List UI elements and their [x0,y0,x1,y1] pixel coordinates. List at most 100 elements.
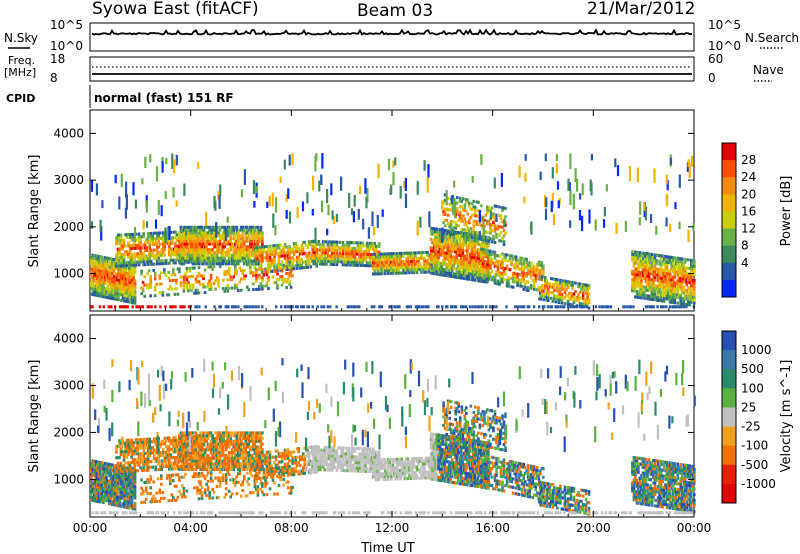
range-time-cell [487,260,491,264]
range-time-cell [643,285,646,289]
range-time-cell [267,275,270,279]
range-time-cell [270,261,273,265]
range-time-cell [283,254,287,258]
range-time-cell [252,259,255,263]
range-time-cell [115,295,119,299]
range-time-cell [246,237,249,240]
range-time-cell [200,225,204,229]
range-time-cell [366,187,369,203]
range-time-cell [656,287,660,291]
range-time-cell [96,293,99,297]
range-time-cell [545,281,549,285]
range-time-cell [650,297,654,301]
range-time-cell [483,259,486,263]
range-time-cell [556,281,559,284]
range-time-cell [241,237,245,240]
range-time-cell [467,277,471,281]
range-time-cell [450,235,454,239]
range-time-cell [377,258,381,262]
range-time-cell [100,497,104,501]
range-time-cell [311,248,315,252]
range-time-cell [227,259,231,263]
range-time-cell [356,241,360,245]
range-time-cell [679,271,682,275]
range-time-cell [328,246,331,249]
range-time-cell [178,237,181,240]
range-time-cell [109,285,113,289]
range-time-cell [438,239,442,243]
range-time-cell [480,247,483,251]
range-time-cell [501,237,504,241]
range-time-cell [171,305,175,309]
range-time-cell [455,224,459,228]
range-time-cell [394,268,398,272]
range-time-cell [154,240,157,244]
range-time-cell [652,289,655,293]
range-time-cell [232,245,235,249]
range-time-cell [483,254,486,257]
range-time-cell [340,246,343,250]
range-time-cell [586,295,589,299]
range-time-cell [376,269,379,273]
range-time-cell [435,236,439,240]
range-time-cell [476,273,480,277]
range-time-cell [665,294,669,298]
range-time-cell [682,274,685,278]
range-time-cell [544,284,547,288]
range-time-cell [163,259,167,263]
range-time-cell [97,477,101,481]
range-time-cell [481,270,485,274]
range-time-cell [118,281,122,285]
range-time-cell [97,263,101,267]
range-time-cell [352,263,355,267]
range-time-cell [668,297,672,301]
range-time-cell [179,239,183,243]
range-time-cell [525,260,528,264]
range-time-cell [475,220,479,224]
range-time-cell [182,245,186,249]
range-time-cell [362,250,366,253]
range-time-cell [634,250,637,254]
range-time-cell [676,290,679,294]
range-time-cell [303,260,306,264]
range-time-cell [117,292,120,296]
range-time-cell [653,267,657,271]
range-time-cell [520,279,524,283]
range-time-cell [455,236,458,240]
range-time-cell [571,281,574,284]
range-time-cell [174,244,177,248]
range-time-cell [687,229,690,243]
range-time-cell [100,280,104,284]
range-time-cell [139,235,142,239]
range-time-cell [368,264,372,268]
range-time-cell [105,281,108,285]
range-time-cell [140,292,143,296]
range-time-cell [180,230,183,234]
range-time-cell [646,252,649,256]
range-time-cell [374,247,378,251]
range-time-cell [344,246,348,250]
range-time-cell [542,270,545,273]
range-time-cell [640,293,643,297]
range-time-cell [434,238,437,242]
range-time-cell [676,279,679,283]
range-time-cell [432,246,436,250]
range-time-cell [429,246,433,250]
range-time-cell [440,248,443,252]
range-time-cell [118,261,121,265]
range-time-cell [521,305,524,309]
range-time-cell [163,245,167,249]
range-time-cell [644,271,648,275]
range-time-cell [127,266,131,270]
range-time-cell [525,266,528,270]
range-time-cell [478,271,481,274]
range-time-cell [566,302,570,306]
range-time-cell [643,251,646,255]
range-time-cell [258,254,261,258]
range-time-cell [679,299,682,303]
range-time-cell [347,246,351,250]
range-time-cell [649,289,652,293]
range-time-cell [440,273,443,277]
range-time-cell [195,305,199,309]
range-time-cell [202,262,205,266]
